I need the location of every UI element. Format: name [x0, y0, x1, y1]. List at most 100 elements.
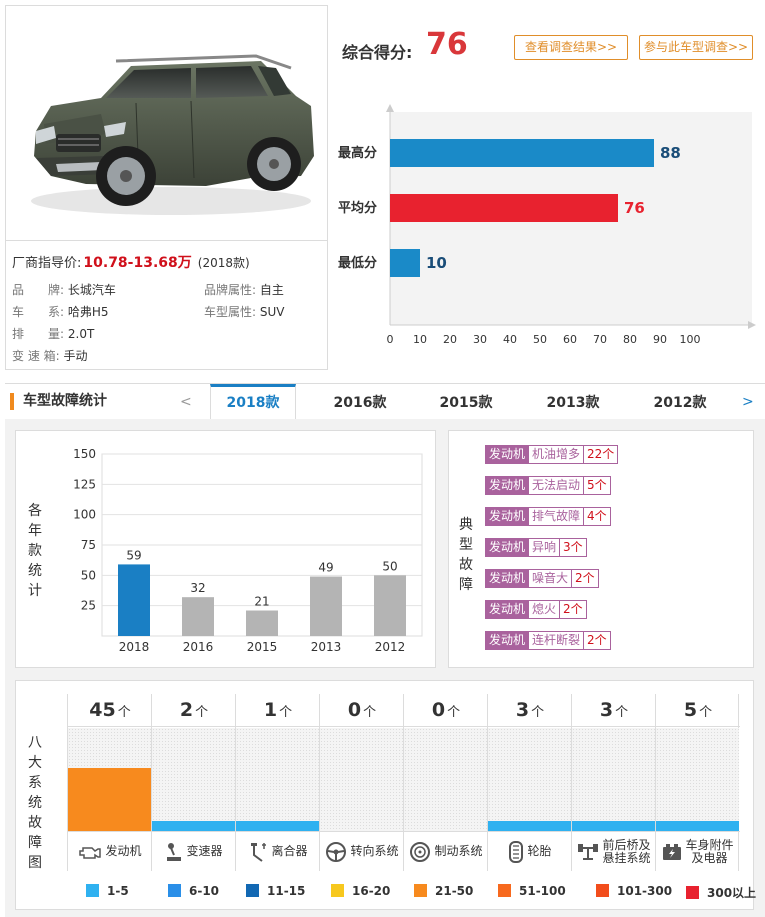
system-column-clutch[interactable]: 1 个离合器 — [235, 694, 320, 871]
eight-systems-label: 八大系统故障图 — [28, 735, 42, 871]
legend-item: 16-20 — [331, 884, 390, 898]
year-bar — [310, 576, 342, 636]
system-bar — [236, 821, 319, 831]
spec-label: 品 牌: — [12, 283, 65, 297]
system-column-tire[interactable]: 3 个轮胎 — [487, 694, 572, 871]
system-name: 制动系统 — [404, 831, 488, 871]
system-bar-area — [404, 728, 487, 831]
spec-label: 车型属性: — [204, 305, 257, 319]
score-value-label: 88 — [660, 144, 681, 162]
system-column-steering[interactable]: 0 个转向系统 — [319, 694, 404, 871]
system-name-label: 制动系统 — [434, 844, 483, 858]
system-column-body-electrical[interactable]: 5 个车身附件 及电器 — [655, 694, 740, 871]
x-tick-label: 90 — [653, 333, 667, 346]
fault-item[interactable]: 发动机 异响 3个 — [485, 538, 587, 557]
system-column-brake[interactable]: 0 个制动系统 — [403, 694, 488, 871]
legend-item: 1-5 — [86, 884, 129, 898]
system-bar — [488, 821, 571, 831]
y-tick-label: 150 — [73, 447, 96, 461]
legend-label: 21-50 — [435, 884, 474, 898]
year-bar — [246, 610, 278, 636]
tab-2015[interactable]: 2015款 — [439, 395, 493, 411]
price-label: 厂商指导价: — [12, 256, 82, 271]
legend-item: 51-100 — [498, 884, 566, 898]
spec-value: 哈弗H5 — [67, 305, 109, 319]
legend-item: 101-300 — [596, 884, 672, 898]
spec-model-type: 车型属性: SUV — [204, 303, 284, 320]
tab-2016[interactable]: 2016款 — [333, 395, 387, 411]
tab-2012[interactable]: 2012款 — [653, 395, 707, 411]
x-tick-label: 30 — [473, 333, 487, 346]
x-axis-arrow — [748, 321, 756, 329]
system-column-transmission[interactable]: 2 个变速器 — [151, 694, 236, 871]
y-tick-label: 25 — [81, 599, 96, 613]
fault-item[interactable]: 发动机 机油增多 22个 — [485, 445, 619, 464]
system-fault-count: 45 个 — [68, 694, 152, 727]
tabs-next-arrow[interactable]: > — [742, 394, 754, 410]
legend-item: 300以上 — [686, 884, 756, 901]
join-survey-button[interactable]: 参与此车型调查>> — [639, 35, 753, 60]
score-category-label: 最高分 — [338, 145, 377, 161]
count-unit: 个 — [195, 705, 209, 720]
system-name-label: 变速器 — [186, 844, 223, 858]
system-bar-area — [152, 728, 235, 831]
x-tick-label: 10 — [413, 333, 427, 346]
fault-count: 3个 — [560, 538, 587, 557]
spec-value: 手动 — [63, 349, 88, 363]
score-panel: 综合得分: 76 查看调查结果>> 参与此车型调查>> 0 10 20 30 40 50 6… — [330, 5, 762, 370]
count-unit: 个 — [279, 705, 293, 720]
spec-brand-type: 品牌属性: 自主 — [204, 281, 284, 298]
system-name-label: 车身附件 及电器 — [685, 837, 734, 865]
fault-item[interactable]: 发动机 排气故障 4个 — [485, 507, 611, 526]
legend-label: 6-10 — [189, 884, 220, 898]
fault-system-tag: 发动机 — [485, 631, 530, 650]
fault-item[interactable]: 发动机 熄火 2个 — [485, 600, 587, 619]
system-bar-area — [320, 728, 403, 831]
spec-value: 自主 — [259, 283, 284, 297]
x-tick-label: 60 — [563, 333, 577, 346]
count-unit: 个 — [447, 705, 461, 720]
fault-item[interactable]: 发动机 无法启动 5个 — [485, 476, 611, 495]
fault-system-tag: 发动机 — [485, 569, 530, 588]
year-bar-value: 59 — [126, 548, 141, 562]
fault-count: 2个 — [584, 631, 611, 650]
spec-gearbox: 变 速 箱: 手动 — [12, 347, 88, 364]
count-number: 3 — [599, 699, 614, 721]
steering-icon — [325, 841, 350, 863]
score-label: 综合得分: — [342, 43, 413, 62]
y-tick-label: 125 — [73, 477, 96, 491]
x-tick-label: 0 — [387, 333, 394, 346]
system-bar — [572, 821, 655, 831]
spec-brand: 品 牌: 长城汽车 — [12, 281, 116, 298]
fault-item[interactable]: 发动机 噪音大 2个 — [485, 569, 599, 588]
view-survey-results-button[interactable]: 查看调查结果>> — [514, 35, 628, 60]
system-bar — [656, 821, 739, 831]
year-bar-value: 32 — [190, 581, 205, 595]
system-bar — [152, 821, 235, 831]
x-tick-label: 70 — [593, 333, 607, 346]
legend-swatch — [596, 884, 609, 897]
severity-legend: 1-5 6-10 11-15 16-20 21-50 51-100 101-300 300以上 — [86, 884, 756, 900]
system-bar-area — [236, 728, 319, 831]
price-value: 10.78-13.68万 — [83, 255, 192, 271]
tabs-prev-arrow[interactable]: < — [180, 394, 192, 410]
count-unit: 个 — [699, 705, 713, 720]
y-tick-label: 50 — [81, 568, 96, 582]
system-bar-area — [656, 728, 739, 831]
tab-2013[interactable]: 2013款 — [546, 395, 600, 411]
eight-systems-panel: 八大系统故障图 45 个发动机 2 个变速器 1 个离合器 0 个转向系统 0 个制动系统 3 个轮胎… — [15, 680, 756, 910]
x-tick-label: 50 — [533, 333, 547, 346]
y-tick-label: 100 — [73, 508, 96, 522]
tab-2018[interactable]: 2018款 — [210, 384, 296, 420]
fault-name: 熄火 — [529, 600, 561, 619]
system-column-engine[interactable]: 45 个发动机 — [67, 694, 152, 871]
count-number: 2 — [179, 699, 194, 721]
legend-label: 101-300 — [617, 884, 673, 898]
system-bar-area — [488, 728, 571, 831]
fault-item[interactable]: 发动机 连杆断裂 2个 — [485, 631, 611, 650]
legend-label: 1-5 — [107, 884, 129, 898]
x-tick-label: 20 — [443, 333, 457, 346]
system-column-suspension[interactable]: 3 个前后桥及 悬挂系统 — [571, 694, 656, 871]
